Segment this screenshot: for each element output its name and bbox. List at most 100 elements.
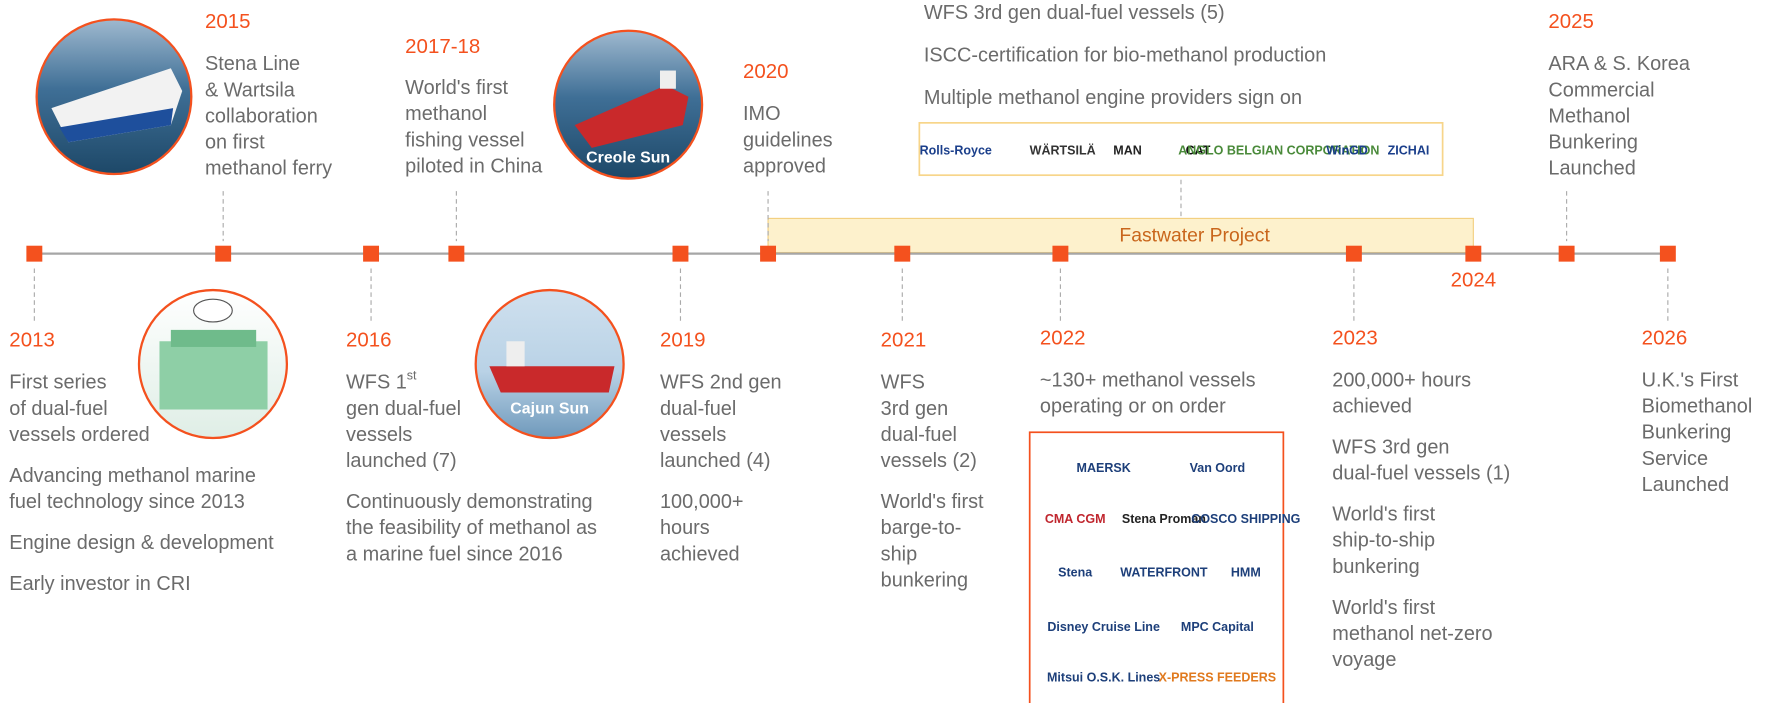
year: 2017-18 bbox=[405, 35, 480, 58]
owner-logo: CMA CGM bbox=[1045, 512, 1106, 526]
event-text: Advancing methanol marine bbox=[9, 465, 256, 487]
event-text: barge-to- bbox=[881, 517, 962, 539]
owner-logo: MAERSK bbox=[1077, 461, 1131, 475]
event-text: Launched bbox=[1548, 158, 1635, 180]
engine-logo: ZICHAI bbox=[1388, 144, 1430, 158]
year: 2019 bbox=[660, 329, 706, 352]
event-text: Continuously demonstrating bbox=[346, 491, 593, 513]
event-text: Biomethanol bbox=[1642, 395, 1753, 417]
event-text: vessels bbox=[660, 424, 726, 446]
event-text: Early investor in CRI bbox=[9, 573, 190, 595]
engine-logo: WÄRTSILÄ bbox=[1030, 143, 1096, 158]
marker bbox=[673, 246, 689, 262]
year: 2024 bbox=[1451, 268, 1497, 291]
marker bbox=[1346, 246, 1362, 262]
event-text: Methanol bbox=[1548, 105, 1630, 127]
event-text: collaboration bbox=[205, 105, 318, 127]
event-text: ship bbox=[881, 543, 918, 565]
marker bbox=[1660, 246, 1676, 262]
event-text: Launched bbox=[1642, 474, 1729, 496]
event-text: launched (4) bbox=[660, 450, 771, 472]
event-text: ~130+ methanol vessels bbox=[1040, 369, 1256, 391]
engine-logo: WinGD bbox=[1326, 144, 1368, 158]
owner-logo: Mitsui O.S.K. Lines bbox=[1047, 670, 1160, 684]
event-text: WFS 1st bbox=[346, 369, 417, 394]
event-text: methanol ferry bbox=[205, 158, 332, 180]
event-text: & Wartsila bbox=[205, 79, 296, 101]
year: 2021 bbox=[881, 329, 927, 352]
marker bbox=[1052, 246, 1068, 262]
marker bbox=[1465, 246, 1481, 262]
engine-logo: Rolls-Royce bbox=[920, 144, 992, 158]
year: 2023 bbox=[1332, 326, 1378, 349]
event-text: hours bbox=[660, 517, 710, 539]
owner-logo: Disney Cruise Line bbox=[1047, 620, 1160, 634]
event-text: methanol net-zero bbox=[1332, 623, 1492, 645]
event-text: Commercial bbox=[1548, 79, 1654, 101]
marker bbox=[1559, 246, 1575, 262]
event-text: gen dual-fuel bbox=[346, 398, 461, 420]
event-text: launched (7) bbox=[346, 450, 457, 472]
event-text: World's first bbox=[405, 77, 508, 99]
event-text: World's first bbox=[881, 491, 984, 513]
year: 2013 bbox=[9, 329, 55, 352]
year: 2020 bbox=[743, 60, 789, 83]
event-text: piloted in China bbox=[405, 155, 543, 177]
event-text: dual-fuel vessels (1) bbox=[1332, 463, 1510, 485]
event-text: of dual-fuel bbox=[9, 398, 107, 420]
event-text: methanol bbox=[405, 103, 487, 125]
event-text: achieved bbox=[1332, 395, 1412, 417]
year: 2026 bbox=[1642, 326, 1688, 349]
event-text: ship-to-ship bbox=[1332, 530, 1435, 552]
project-note: WFS 3rd gen dual-fuel vessels (5) bbox=[924, 2, 1225, 24]
photo-engine bbox=[139, 290, 287, 438]
owner-logo: Van Oord bbox=[1190, 461, 1246, 475]
event-text: WFS 1 bbox=[346, 372, 407, 394]
marker bbox=[448, 246, 464, 262]
photo-ferry bbox=[37, 19, 192, 174]
event-text: fishing vessel bbox=[405, 129, 524, 151]
timeline: Fastwater Project 2013 First series of dua… bbox=[0, 0, 1775, 703]
marker bbox=[26, 246, 42, 262]
event-text: WFS bbox=[881, 372, 925, 394]
event-text: vessels bbox=[346, 424, 412, 446]
event-text: vessels (2) bbox=[881, 450, 977, 472]
year: 2025 bbox=[1548, 10, 1594, 33]
event-text: bunkering bbox=[881, 570, 968, 592]
event-text: Bunkering bbox=[1642, 422, 1732, 444]
event-text: World's first bbox=[1332, 597, 1435, 619]
event-text: on first bbox=[205, 132, 265, 154]
event-text: WFS 3rd gen bbox=[1332, 436, 1449, 458]
event-text: vessels ordered bbox=[9, 424, 149, 446]
event-text: World's first bbox=[1332, 504, 1435, 526]
project-label: Fastwater Project bbox=[1119, 226, 1270, 247]
event-text: Stena Line bbox=[205, 53, 300, 75]
year: 2022 bbox=[1040, 326, 1086, 349]
year: 2016 bbox=[346, 329, 392, 352]
event-text: 200,000+ hours bbox=[1332, 369, 1471, 391]
event-text: First series bbox=[9, 372, 106, 394]
marker bbox=[894, 246, 910, 262]
event-text: WFS 2nd gen bbox=[660, 372, 782, 394]
event-text: Service bbox=[1642, 448, 1708, 470]
owner-logo: HMM bbox=[1231, 566, 1261, 580]
engine-logo: MAN bbox=[1113, 144, 1141, 158]
event-text: bunkering bbox=[1332, 556, 1419, 578]
photo-caption: Creole Sun bbox=[586, 149, 670, 166]
project-note: Multiple methanol engine providers sign … bbox=[924, 87, 1302, 109]
event-text: voyage bbox=[1332, 649, 1396, 671]
event-text: fuel technology since 2013 bbox=[9, 491, 245, 513]
owner-logo: MPC Capital bbox=[1181, 620, 1254, 634]
event-text: guidelines bbox=[743, 129, 833, 151]
event-text: a marine fuel since 2016 bbox=[346, 543, 563, 565]
event-text: ARA & S. Korea bbox=[1548, 53, 1690, 75]
marker bbox=[215, 246, 231, 262]
owner-logo: WATERFRONT bbox=[1120, 566, 1208, 580]
year: 2015 bbox=[205, 10, 251, 33]
event-text: dual-fuel bbox=[881, 424, 957, 446]
event-text: achieved bbox=[660, 543, 740, 565]
event-text: Bunkering bbox=[1548, 132, 1638, 154]
project-note: ISCC-certification for bio-methanol prod… bbox=[924, 45, 1326, 67]
event-text: IMO bbox=[743, 103, 781, 125]
event-text: the feasibility of methanol as bbox=[346, 517, 597, 539]
